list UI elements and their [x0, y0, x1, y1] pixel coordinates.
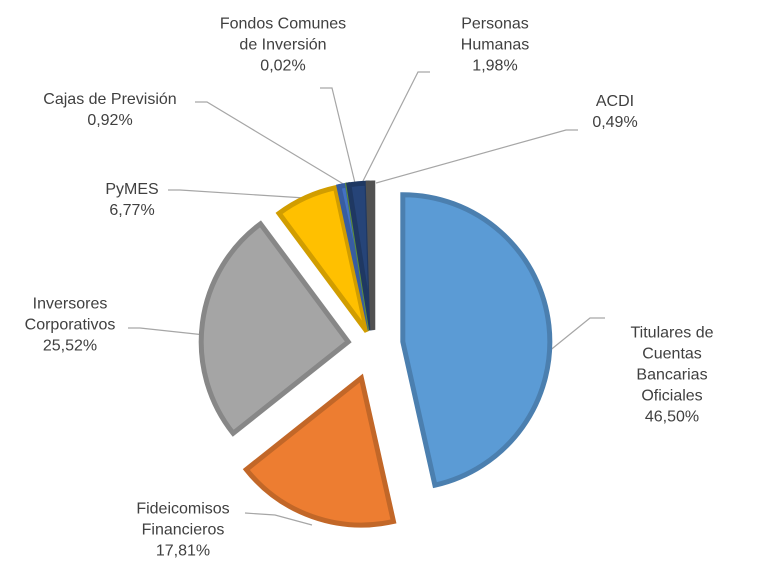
value-label: 0,49% — [592, 114, 638, 131]
category-label: PyMES — [105, 181, 159, 198]
leader-line — [375, 129, 578, 184]
value-label: 6,77% — [109, 202, 155, 219]
leader-line — [195, 101, 346, 186]
leader-line — [128, 327, 206, 336]
slice-label: Fideicomisos Financieros 17,81% — [136, 499, 229, 562]
leader-line — [168, 189, 306, 199]
value-label: 46,50% — [644, 408, 700, 426]
category-label: Fideicomisos Financieros — [136, 500, 230, 539]
pie-slice — [400, 192, 553, 489]
category-label: Cajas de Previsión — [43, 91, 177, 108]
value-label: 17,81% — [155, 542, 211, 560]
leader-line — [320, 87, 356, 184]
slice-label: Cajas de Previsión 0,92% — [43, 89, 176, 131]
category-label: Fondos Comunes de Inversión — [219, 15, 347, 54]
slice-label: ACDI 0,49% — [592, 91, 637, 133]
slice-label: Inversores Corporativos 25,52% — [25, 294, 116, 357]
slice-label: Fondos Comunes de Inversión 0,02% — [220, 14, 346, 77]
slice-label: Titulares de Cuentas Bancarias Oficiales… — [626, 323, 719, 428]
value-label: 1,98% — [472, 57, 518, 75]
category-label: Personas Humanas — [460, 15, 530, 54]
leader-lines — [128, 71, 605, 526]
category-label: Titulares de Cuentas Bancarias Oficiales — [630, 324, 714, 405]
pie-slice — [275, 184, 370, 333]
slice-label: PyMES 6,77% — [105, 179, 158, 221]
slice-label: Personas Humanas 1,98% — [461, 14, 529, 77]
pie-slice — [198, 220, 352, 437]
value-label: 0,02% — [260, 57, 306, 75]
value-label: 0,92% — [87, 112, 133, 129]
value-label: 25,52% — [42, 337, 98, 355]
category-label: ACDI — [595, 93, 635, 110]
pie-slice — [365, 180, 376, 331]
pie-slice — [242, 373, 397, 528]
leader-line — [361, 71, 430, 184]
leader-line — [547, 317, 605, 353]
category-label: Inversores Corporativos — [24, 295, 116, 334]
leader-line — [244, 512, 313, 526]
